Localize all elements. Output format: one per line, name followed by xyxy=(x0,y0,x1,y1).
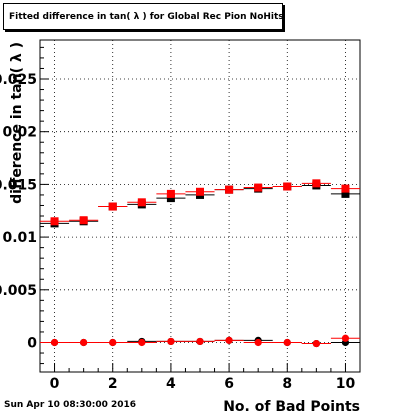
data-point-circle xyxy=(196,337,204,346)
data-point-square xyxy=(283,182,292,191)
x-tick-label: 6 xyxy=(224,376,234,392)
chart-title: Fitted difference in tan( λ ) for Global… xyxy=(9,12,284,22)
y-tick-label: 0.025 xyxy=(0,72,37,88)
data-point-circle xyxy=(254,338,262,347)
timestamp: Sun Apr 10 08:30:00 2016 xyxy=(4,400,137,410)
x-tick-label: 2 xyxy=(108,376,118,392)
data-point-circle xyxy=(109,338,117,347)
data-point-circle xyxy=(283,338,291,347)
chart-title-box: Fitted difference in tan( λ ) for Global… xyxy=(3,3,284,30)
data-point-square xyxy=(166,194,175,203)
data-point-circle xyxy=(167,337,175,346)
data-point-square xyxy=(225,185,234,194)
tick-labels: 0 2 4 6 8 10 0 0.005 0.01 0.015 0.02 0.025 xyxy=(0,72,355,392)
data-point-circle xyxy=(341,334,350,342)
x-tick-label: 4 xyxy=(166,376,176,392)
data-point-circle xyxy=(138,338,146,347)
data-point-square xyxy=(166,189,175,198)
y-tick-label: 0 xyxy=(27,335,37,351)
data-point-square xyxy=(137,198,146,207)
y-axis-label: difference in tan( λ ) xyxy=(9,42,25,204)
data-point-circle xyxy=(225,336,233,344)
grid-lines xyxy=(40,40,360,372)
data-point-square xyxy=(108,202,117,211)
data-point-square xyxy=(196,187,204,196)
axis-ticks xyxy=(39,46,361,372)
x-tick-label: 0 xyxy=(50,376,60,392)
plot-frame xyxy=(39,39,361,373)
data-point-circle xyxy=(312,339,320,348)
series-1 xyxy=(40,179,360,226)
data-point-square xyxy=(341,184,350,193)
y-tick-label: 0.005 xyxy=(0,283,37,299)
y-tick-label: 0.01 xyxy=(2,230,37,246)
data-point-square xyxy=(50,217,59,226)
data-point-square xyxy=(341,189,350,198)
y-tick-label: 0.015 xyxy=(0,177,37,193)
data-point-circle xyxy=(50,338,59,347)
data-point-square xyxy=(254,183,263,192)
data-point-square xyxy=(79,216,88,225)
series-3 xyxy=(40,334,360,348)
y-tick-label: 0.02 xyxy=(2,125,37,141)
x-axis-label: No. of Bad Points xyxy=(223,399,360,414)
data-point-circle xyxy=(80,338,88,347)
x-tick-label: 8 xyxy=(282,376,292,392)
data-point-square xyxy=(312,179,321,188)
x-tick-label: 10 xyxy=(336,376,356,392)
data-points xyxy=(40,179,360,348)
